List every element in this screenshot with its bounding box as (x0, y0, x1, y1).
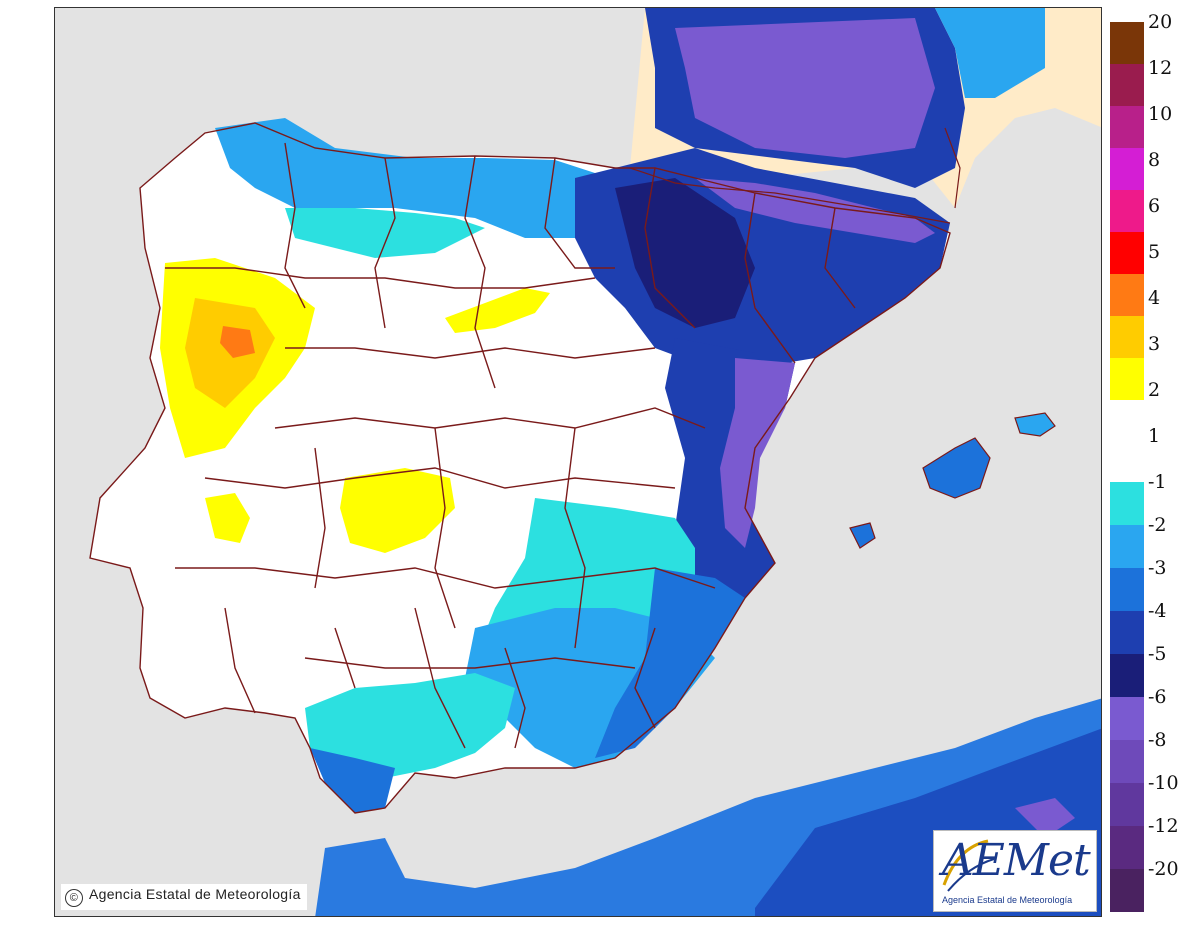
southeast-darker (595, 568, 745, 758)
legend-swatch-positive-0 (1110, 22, 1144, 64)
legend-label-negative-4: -5 (1148, 643, 1167, 665)
legend-label-positive-9: 1 (1148, 425, 1161, 447)
gulf-lion-purple (675, 18, 935, 158)
legend-label-negative-1: -2 (1148, 514, 1167, 536)
legend-swatch-positive-8 (1110, 358, 1144, 400)
copyright-text: Agencia Estatal de Meteorología (89, 886, 301, 902)
color-legend: 20 12 10 8 6 5 4 3 2 1 -1 -2 -3 -4 -5 -6 -8 -10 -12 -20 (1110, 13, 1200, 912)
andalusia-cyan (305, 673, 515, 778)
logo-wordmark: AEMet (942, 835, 1091, 886)
legend-swatch-positive-9 (1110, 400, 1144, 442)
legend-label-positive-6: 4 (1148, 287, 1161, 309)
legend-swatch-negative-9 (1110, 869, 1144, 912)
province-borders (89, 122, 951, 814)
copyright-symbol: © (65, 889, 83, 907)
legend-swatch-negative-3 (1110, 611, 1144, 654)
legend-swatch-positive-7 (1110, 316, 1144, 358)
valencia-purple (720, 358, 795, 548)
legend-label-positive-2: 10 (1148, 103, 1173, 125)
legend-label-positive-7: 3 (1148, 333, 1161, 355)
aemet-logo: AEMet Agencia Estatal de Meteorología (933, 830, 1097, 912)
northwest-warm-red (220, 326, 255, 358)
legend-label-negative-8: -12 (1148, 815, 1179, 837)
map-canvas (55, 8, 1101, 916)
island-borders (849, 412, 1056, 549)
legend-swatch-negative-8 (1110, 826, 1144, 869)
northeast-darkest (615, 178, 755, 328)
legend-swatch-positive-5 (1110, 232, 1144, 274)
legend-swatch-negative-1 (1110, 525, 1144, 568)
legend-label-negative-5: -6 (1148, 686, 1167, 708)
legend-label-positive-3: 8 (1148, 149, 1161, 171)
legend-swatch-positive-2 (1110, 106, 1144, 148)
legend-swatch-positive-1 (1110, 64, 1144, 106)
menorca (1015, 413, 1055, 436)
legend-label-negative-2: -3 (1148, 557, 1167, 579)
central-warm-yellow (340, 468, 455, 553)
legend-label-positive-5: 5 (1148, 241, 1161, 263)
gulf-lion-edge (935, 8, 1045, 98)
legend-label-negative-0: -1 (1148, 471, 1167, 493)
legend-swatch-negative-2 (1110, 568, 1144, 611)
legend-label-positive-0: 20 (1148, 11, 1173, 33)
temperature-anomaly-map: © Agencia Estatal de Meteorología AEMet A… (54, 7, 1102, 917)
legend-label-positive-8: 2 (1148, 379, 1161, 401)
copyright-notice: © Agencia Estatal de Meteorología (61, 884, 307, 910)
legend-label-positive-4: 6 (1148, 195, 1161, 217)
legend-swatch-negative-7 (1110, 783, 1144, 826)
mallorca (923, 438, 990, 498)
legend-swatch-positive-6 (1110, 274, 1144, 316)
legend-label-positive-1: 12 (1148, 57, 1173, 79)
legend-swatch-negative-5 (1110, 697, 1144, 740)
west-warm-yellow (205, 493, 250, 543)
cantabrian-cyan (285, 208, 485, 258)
logo-swoosh-icon (942, 839, 995, 892)
legend-label-negative-9: -20 (1148, 858, 1179, 880)
legend-swatch-positive-4 (1110, 190, 1144, 232)
legend-label-negative-6: -8 (1148, 729, 1167, 751)
pyrenees-border (629, 127, 961, 224)
gibraltar-blue (310, 748, 395, 813)
logo-subtitle: Agencia Estatal de Meteorología (942, 895, 1073, 905)
legend-swatch-negative-6 (1110, 740, 1144, 783)
legend-swatch-positive-3 (1110, 148, 1144, 190)
legend-label-negative-3: -4 (1148, 600, 1167, 622)
duero-warm-yellow (445, 288, 550, 333)
legend-swatch-negative-4 (1110, 654, 1144, 697)
legend-swatch-negative-0 (1110, 482, 1144, 525)
north-africa-purple (1015, 798, 1075, 838)
legend-label-negative-7: -10 (1148, 772, 1179, 794)
